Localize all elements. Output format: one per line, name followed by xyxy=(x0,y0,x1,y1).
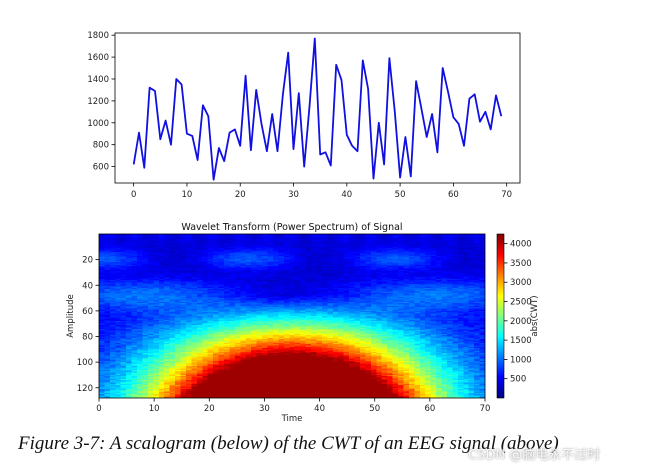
colorbar-tick-label: 1500 xyxy=(510,336,532,346)
colorbar-tick-label: 2000 xyxy=(510,317,532,327)
y-tick-label: 1200 xyxy=(87,97,109,107)
x-tick-label: 20 xyxy=(204,404,215,414)
scalogram-y-label: Amplitude xyxy=(66,294,76,338)
scalogram-x-label: Time xyxy=(281,414,303,424)
colorbar-ticks: 500 1000 1500 2000 2500 3000 3500 4000 xyxy=(504,240,532,385)
colorbar-frame xyxy=(496,233,505,399)
line-chart: 0 10 20 30 40 50 60 70 600 800 1000 1200 1400 1600 18… xyxy=(87,31,521,200)
line-chart-y-ticks: 600 800 1000 1200 1400 1600 1800 xyxy=(87,31,115,173)
eeg-signal-line xyxy=(132,37,503,181)
x-tick-label: 30 xyxy=(259,404,270,414)
colorbar xyxy=(497,234,504,398)
x-tick-label: 10 xyxy=(182,190,193,200)
x-tick-label: 60 xyxy=(448,190,459,200)
y-tick-label: 60 xyxy=(82,307,93,317)
x-tick-label: 20 xyxy=(235,190,246,200)
scalogram-y-ticks: 20 40 60 80 100 120 xyxy=(77,256,99,394)
colorbar-tick-label: 2500 xyxy=(510,298,532,308)
x-tick-label: 40 xyxy=(341,190,352,200)
scalogram-title: Wavelet Transform (Power Spectrum) of Si… xyxy=(181,222,402,233)
y-tick-label: 80 xyxy=(82,333,93,343)
y-tick-label: 100 xyxy=(77,358,93,368)
x-tick-label: 0 xyxy=(131,190,136,200)
y-tick-label: 1600 xyxy=(87,53,109,63)
y-tick-label: 1400 xyxy=(87,75,109,85)
colorbar-tick-label: 1000 xyxy=(510,355,532,365)
scalogram-frame xyxy=(98,233,486,399)
x-tick-label: 40 xyxy=(314,404,325,414)
line-chart-frame xyxy=(114,32,521,184)
colorbar-tick-label: 4000 xyxy=(510,240,532,250)
x-tick-label: 30 xyxy=(288,190,299,200)
x-tick-label: 60 xyxy=(424,404,435,414)
y-tick-label: 40 xyxy=(82,281,93,291)
scalogram-x-ticks: 0 10 20 30 40 50 60 70 xyxy=(96,398,490,414)
scalogram-chart: Wavelet Transform (Power Spectrum) of Si… xyxy=(66,222,540,424)
y-tick-label: 1000 xyxy=(87,119,109,129)
scalogram-heatmap xyxy=(99,234,485,398)
y-tick-label: 800 xyxy=(93,141,109,151)
colorbar-tick-label: 3000 xyxy=(510,278,532,288)
colorbar-label: abs(CWT) xyxy=(530,295,540,336)
y-tick-label: 600 xyxy=(93,163,109,173)
y-tick-label: 1800 xyxy=(87,31,109,41)
x-tick-label: 50 xyxy=(369,404,380,414)
colorbar-tick-label: 3500 xyxy=(510,259,532,269)
x-tick-label: 70 xyxy=(480,404,491,414)
y-tick-label: 20 xyxy=(82,256,93,266)
x-tick-label: 50 xyxy=(395,190,406,200)
colorbar-tick-label: 500 xyxy=(510,375,526,385)
y-tick-label: 120 xyxy=(77,384,93,394)
x-tick-label: 0 xyxy=(96,404,101,414)
x-tick-label: 10 xyxy=(149,404,160,414)
figure-caption: Figure 3-7: A scalogram (below) of the C… xyxy=(18,433,559,454)
watermark: CSDN @脑电永不过时 xyxy=(468,448,601,463)
line-chart-x-ticks: 0 10 20 30 40 50 60 70 xyxy=(131,183,512,200)
x-tick-label: 70 xyxy=(501,190,512,200)
